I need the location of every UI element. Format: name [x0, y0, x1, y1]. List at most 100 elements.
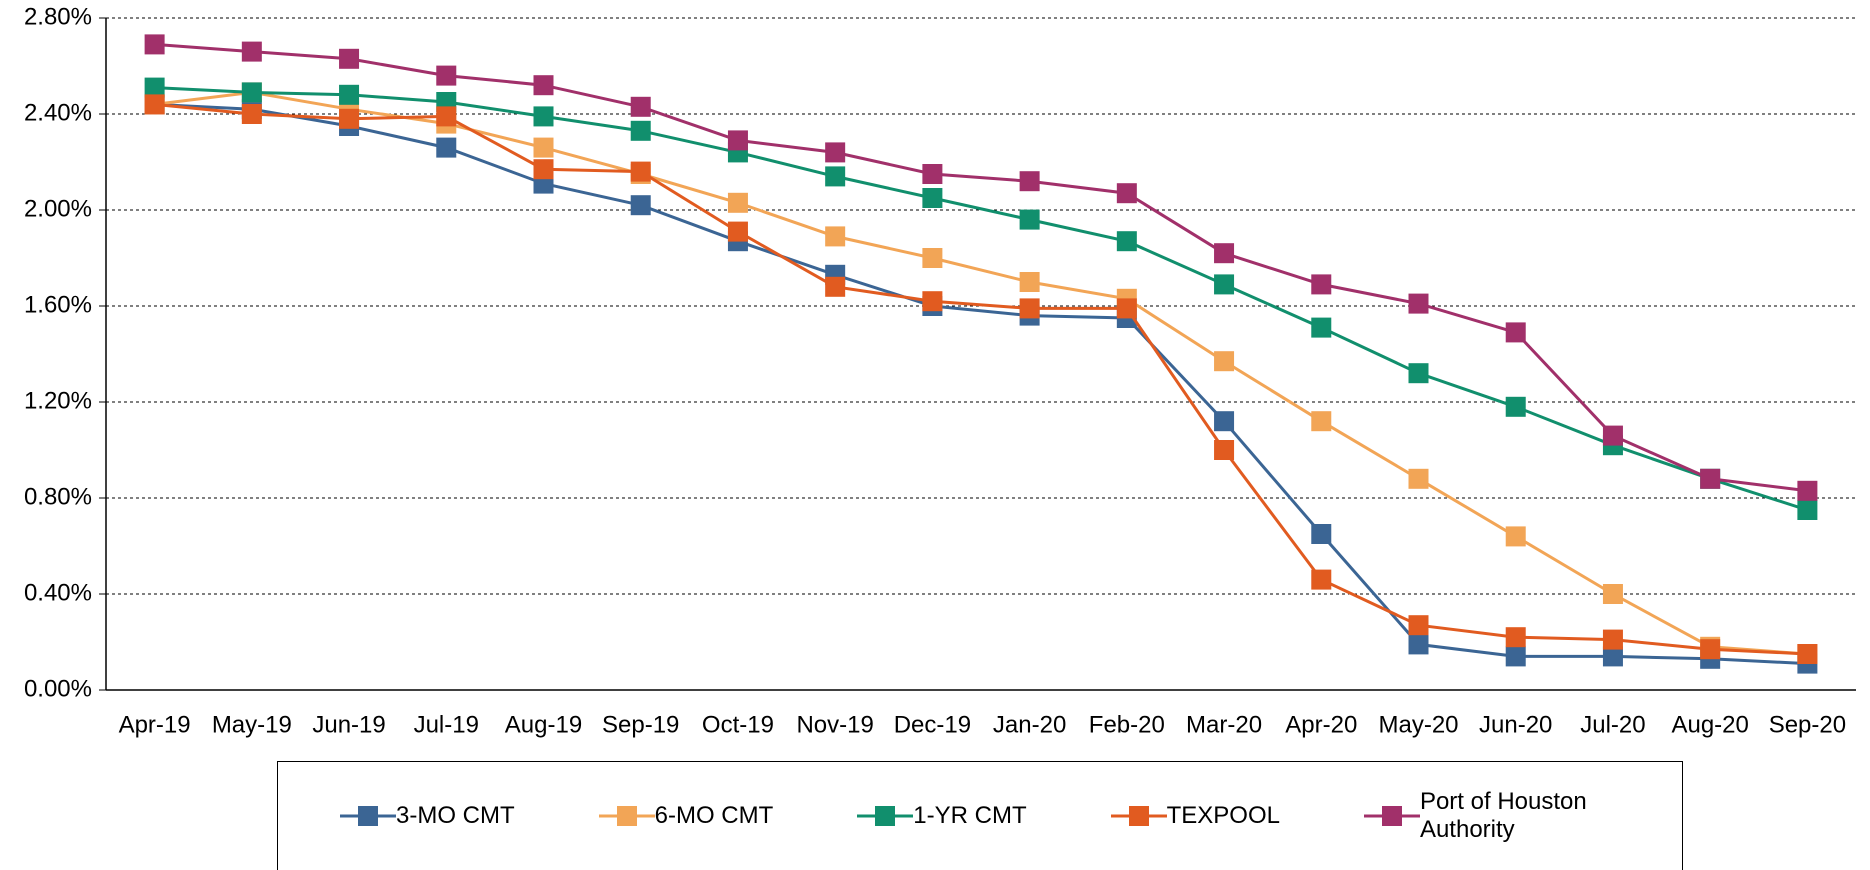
- legend-label: Port of Houston Authority: [1419, 788, 1587, 843]
- data-point: [436, 106, 457, 127]
- data-point: [436, 65, 457, 86]
- y-tick-label: 0.80%: [24, 483, 92, 510]
- data-point: [533, 137, 554, 158]
- data-point: [1214, 440, 1235, 460]
- legend-square: [1128, 806, 1149, 826]
- legend-item: TEXPOOL: [1110, 802, 1280, 830]
- series-line: [154, 102, 1808, 666]
- data-point: [1019, 298, 1040, 319]
- y-tick-label: 1.20%: [24, 387, 92, 414]
- legend-marker: [1110, 806, 1167, 826]
- data-point: [241, 82, 262, 103]
- legend: 3-MO CMT 6-MO CMT 1-YR CMT TEXPOOL Port of H…: [277, 761, 1683, 870]
- x-tick-label: Aug-19: [505, 711, 582, 738]
- data-point: [1116, 231, 1137, 252]
- data-point: [1700, 639, 1721, 660]
- data-point: [241, 104, 262, 124]
- data-point: [825, 226, 846, 247]
- data-point: [436, 137, 457, 158]
- data-point: [533, 159, 554, 180]
- data-point: [922, 188, 943, 208]
- data-point: [1116, 298, 1137, 319]
- x-tick-label: Nov-19: [796, 711, 873, 738]
- legend-square: [1381, 806, 1402, 826]
- legend-item: Port of Houston Authority: [1363, 788, 1620, 844]
- data-point: [1214, 274, 1235, 295]
- data-point: [1602, 425, 1623, 446]
- x-tick-label: Apr-19: [119, 711, 191, 738]
- chart: 0.00% 0.40% 0.80% 1.20% 1.60% 2.00% 2.40% 2.80%…: [24, 3, 1856, 738]
- data-point: [1602, 584, 1623, 604]
- data-point: [1505, 627, 1526, 648]
- y-tick-label: 2.00%: [24, 195, 92, 222]
- legend-marker: [339, 806, 396, 826]
- data-point: [630, 120, 651, 141]
- data-point: [1797, 644, 1818, 664]
- data-point: [1505, 322, 1526, 343]
- x-tick-label: Jul-19: [414, 711, 479, 738]
- x-tick-label: Dec-19: [894, 711, 971, 738]
- data-point: [630, 161, 651, 182]
- data-point: [630, 96, 651, 117]
- x-tick-label: Mar-20: [1186, 711, 1262, 738]
- data-point: [533, 75, 554, 96]
- series-line: [154, 42, 1808, 493]
- data-point: [1311, 524, 1332, 544]
- series-line: [154, 102, 1808, 656]
- x-tick-label: Aug-20: [1671, 711, 1748, 738]
- data-point: [1214, 351, 1235, 372]
- x-tick-label: Oct-19: [702, 711, 774, 738]
- x-tick-label: Sep-20: [1769, 711, 1846, 738]
- data-point: [727, 192, 748, 213]
- data-point: [1408, 293, 1429, 314]
- y-tick-label: 0.40%: [24, 579, 92, 606]
- data-point: [1311, 569, 1332, 590]
- data-point: [1214, 411, 1235, 432]
- y-tick-label: 2.40%: [24, 99, 92, 126]
- data-point: [1505, 646, 1526, 667]
- data-point: [825, 166, 846, 187]
- data-point: [1505, 526, 1526, 547]
- series-line: [154, 90, 1808, 656]
- x-tick-label: Jan-20: [993, 711, 1066, 738]
- data-point: [1408, 634, 1429, 655]
- x-tick-label: May-20: [1378, 711, 1458, 738]
- x-tick-label: May-19: [212, 711, 292, 738]
- data-point: [1019, 272, 1040, 292]
- x-tick-label: Jun-19: [312, 711, 385, 738]
- legend-square: [357, 806, 378, 826]
- data-point: [1700, 468, 1721, 489]
- data-point: [1797, 500, 1818, 520]
- series-line: [154, 86, 1808, 512]
- data-point: [339, 48, 360, 69]
- x-tick-label: Jun-20: [1479, 711, 1552, 738]
- data-point: [1797, 480, 1818, 501]
- legend-label: 3-MO CMT: [395, 802, 515, 829]
- data-point: [144, 94, 165, 115]
- legend-item: 3-MO CMT: [339, 802, 515, 830]
- x-tick-label: Feb-20: [1089, 711, 1165, 738]
- data-point: [144, 77, 165, 98]
- legend-square: [616, 806, 637, 826]
- data-point: [1311, 317, 1332, 338]
- data-point: [1116, 183, 1137, 204]
- data-point: [241, 41, 262, 62]
- data-point: [1408, 363, 1429, 384]
- data-point: [922, 291, 943, 312]
- data-point: [1505, 396, 1526, 417]
- data-point: [727, 221, 748, 242]
- legend-label: 1-YR CMT: [913, 802, 1027, 829]
- data-point: [922, 248, 943, 268]
- data-point: [1408, 468, 1429, 489]
- x-tick-label: Jul-20: [1580, 711, 1645, 738]
- data-point: [1019, 209, 1040, 230]
- y-tick-label: 1.60%: [24, 291, 92, 318]
- x-tick-label: Apr-20: [1285, 711, 1357, 738]
- legend-item: 1-YR CMT: [857, 802, 1027, 830]
- legend-marker: [857, 806, 914, 826]
- y-tick-label: 2.80%: [24, 3, 92, 30]
- data-point: [1602, 646, 1623, 667]
- legend-label: 6-MO CMT: [654, 802, 774, 829]
- data-point: [922, 164, 943, 184]
- data-point: [1214, 243, 1235, 264]
